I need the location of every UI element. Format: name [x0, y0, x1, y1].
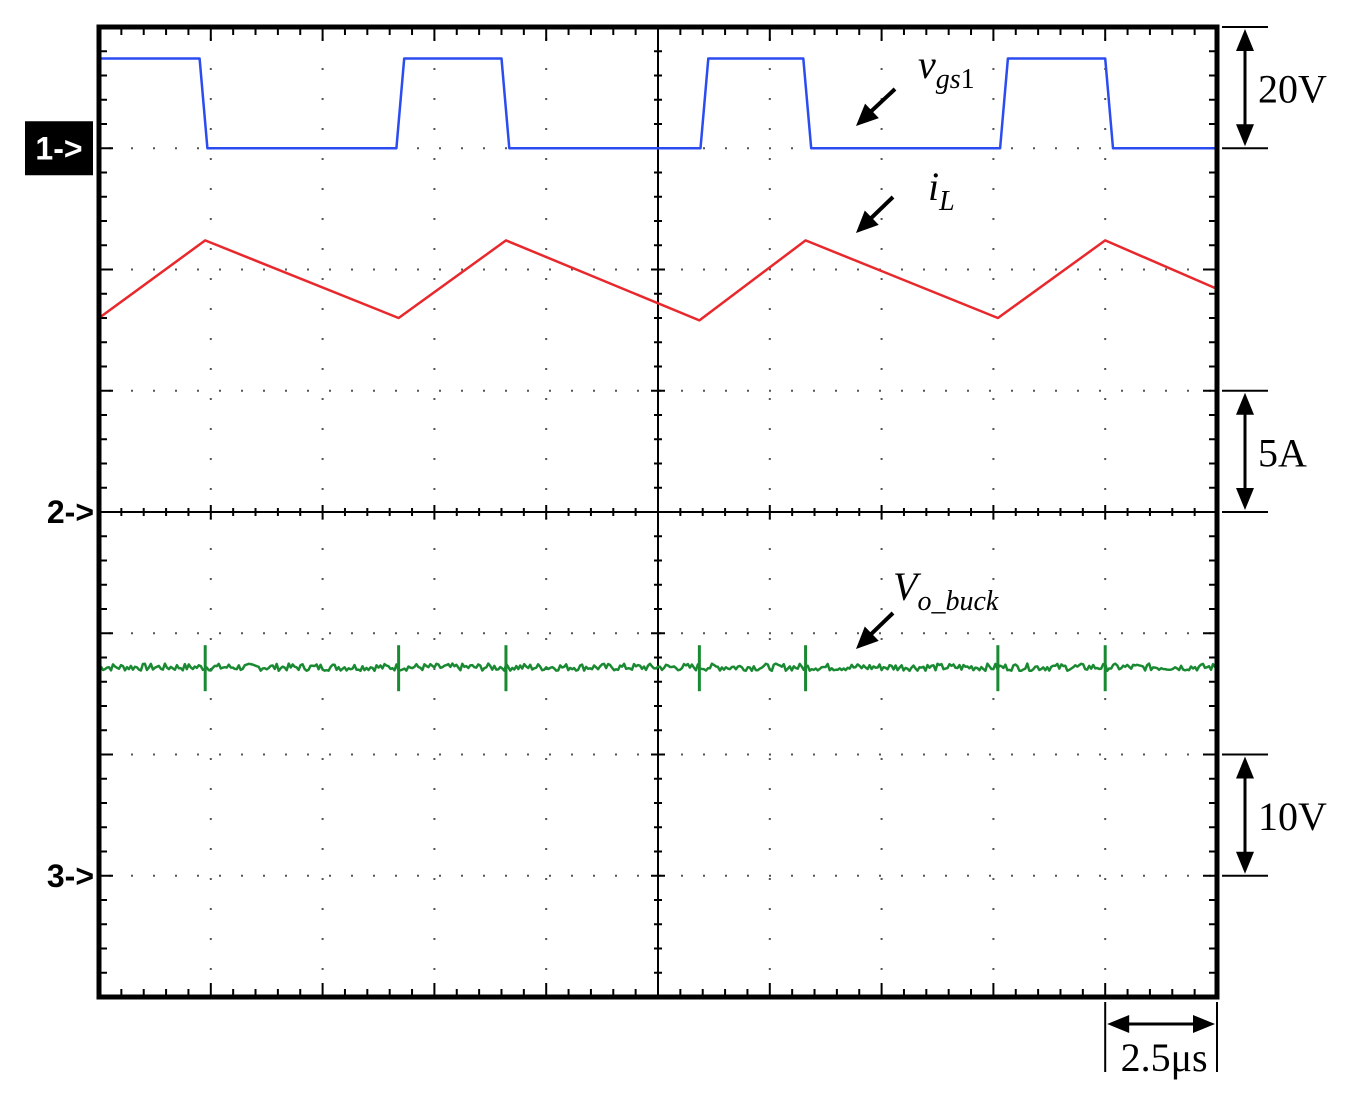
time-scale: 2.5μs — [1104, 1002, 1218, 1080]
traces — [98, 57, 1218, 692]
trace-labels: vgs1 iL Vo_buck — [856, 42, 999, 649]
trace-label-text: iL — [928, 164, 955, 217]
scale-i_L: 5A — [1222, 389, 1307, 513]
label-i_L: iL — [856, 164, 955, 233]
channel-marker-3: 3-> — [47, 858, 94, 894]
channel-marker-2: 2-> — [47, 494, 94, 530]
scale-label: 5A — [1258, 430, 1307, 475]
channel-marker-label: 1-> — [35, 130, 82, 166]
trace-label-subscript: gs — [936, 64, 961, 95]
scale-annotations: 20V 5A 10V 2.5μs — [1104, 26, 1327, 1080]
arrow-down-icon — [1236, 488, 1254, 510]
arrow-down-icon — [1236, 851, 1254, 874]
scale-label: 20V — [1258, 67, 1327, 112]
arrow-right-icon — [1193, 1015, 1215, 1033]
trace-i_L — [98, 239, 1218, 322]
arrow-head-icon — [856, 626, 879, 649]
trace-label-main: V — [893, 564, 922, 609]
trace-v_gs1 — [99, 57, 1217, 150]
graticule — [99, 27, 1217, 997]
arrow-up-icon — [1236, 756, 1254, 779]
trace-label-main: v — [918, 42, 936, 87]
trace-label-subscript: L — [938, 186, 955, 217]
arrow-down-icon — [1236, 124, 1254, 147]
arrow-up-icon — [1236, 29, 1254, 51]
arrow-head-icon — [856, 103, 879, 126]
arrow-left-icon — [1107, 1015, 1130, 1033]
trace-label-subscript: o_buck — [917, 586, 998, 617]
label-V_o_buck: Vo_buck — [856, 564, 999, 649]
time-scale-label: 2.5μs — [1121, 1035, 1208, 1080]
channel-marker-box — [25, 121, 93, 176]
arrow-head-icon — [856, 210, 879, 233]
channel-marker-1: 1-> — [25, 121, 93, 176]
screen-border — [96, 24, 1220, 1000]
arrow-up-icon — [1236, 392, 1254, 415]
trace-label-text: vgs1 — [918, 42, 975, 95]
scale-v_gs1: 20V — [1222, 26, 1327, 150]
label-v_gs1: vgs1 — [856, 42, 975, 126]
scale-V_o_buck: 10V — [1222, 753, 1327, 877]
trace-label-text: Vo_buck — [893, 564, 999, 617]
channel-markers: 1-> 2-> 3-> — [25, 121, 94, 894]
trace-label-main: i — [928, 164, 939, 209]
trace-V_o_buck — [98, 662, 1218, 673]
scale-label: 10V — [1258, 794, 1327, 839]
trace-label-suffix: 1 — [961, 64, 975, 95]
